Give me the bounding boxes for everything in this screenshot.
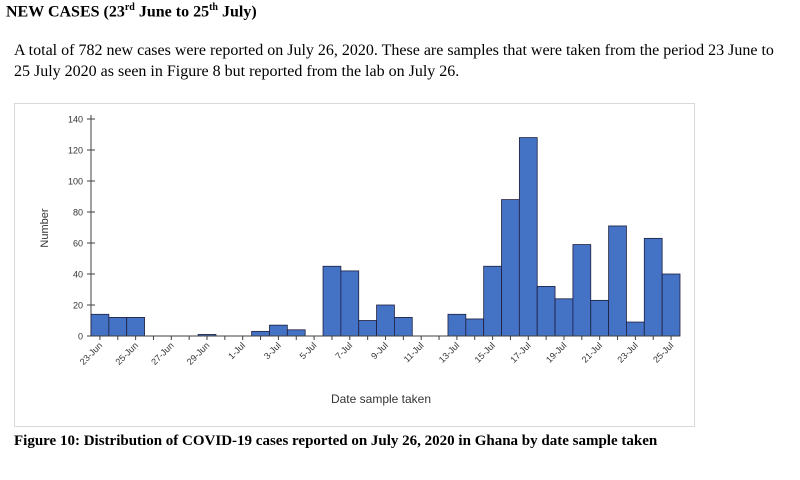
x-tick-label: 25-Jul — [651, 340, 675, 364]
summary-paragraph: A total of 782 new cases were reported o… — [14, 42, 774, 80]
bar-17-Jul — [518, 137, 538, 337]
x-tick-label: 9-Jul — [369, 340, 390, 361]
x-tick-label: 5-Jul — [298, 340, 319, 361]
bar-9-Jul — [376, 304, 395, 337]
chart-svg: 0 20 40 60 80 100 120 140 23-Jun 25-Jun 27-Jun 29-… — [39, 115, 681, 406]
bar-18-Jul — [536, 285, 556, 337]
bar-6-Jul — [322, 265, 342, 337]
bar-chart: 0 20 40 60 80 100 120 140 23-Jun 25-Jun 27-Jun 29-… — [14, 103, 695, 427]
bar-24-Jul — [643, 237, 663, 337]
x-tick-label: 21-Jul — [580, 340, 604, 364]
bar-15-Jul — [483, 265, 502, 337]
x-tick-label: 29-Jun — [185, 340, 212, 367]
bar-25-Jul — [661, 273, 681, 337]
figure-caption: Figure 10: Distribution of COVID-19 case… — [14, 433, 658, 449]
x-tick-label: 27-Jun — [149, 340, 176, 367]
x-tick-label: 13-Jul — [437, 340, 461, 364]
y-tick-label: 120 — [68, 146, 83, 156]
bar-25-Jun — [126, 316, 145, 337]
x-tick-label: 25-Jun — [113, 340, 140, 367]
y-tick-label: 40 — [73, 270, 83, 280]
x-tick-label: 15-Jul — [473, 340, 497, 364]
x-tick-label: 17-Jul — [508, 340, 532, 364]
x-axis-label: Date sample taken — [331, 392, 431, 406]
bar-22-Jul — [608, 225, 627, 337]
bar-14-Jul — [465, 318, 485, 337]
x-tick-label: 3-Jul — [262, 340, 283, 361]
x-tick-label: 11-Jul — [402, 340, 426, 364]
x-tick-label: 23-Jun — [78, 340, 105, 367]
y-tick-label: 140 — [68, 115, 83, 125]
bar-19-Jul — [554, 298, 574, 337]
bars — [90, 137, 681, 337]
bar-4-Jul — [286, 329, 306, 337]
x-tick-label: 19-Jul — [544, 340, 568, 364]
y-tick-label: 0 — [78, 332, 83, 342]
x-axis: 23-Jun 25-Jun 27-Jun 29-Jun 1-Jul 3-Jul 5-Jul 7… — [78, 335, 680, 367]
bar-3-Jul — [269, 324, 288, 337]
bar-23-Jun — [90, 313, 110, 337]
y-tick-label: 100 — [68, 177, 83, 187]
x-tick-label: 23-Jul — [615, 340, 639, 364]
bar-10-Jul — [394, 316, 413, 337]
y-tick-label: 80 — [73, 208, 83, 218]
y-tick-label: 20 — [73, 301, 83, 311]
y-axis: 0 20 40 60 80 100 120 140 — [68, 115, 95, 342]
bar-24-Jun — [108, 316, 128, 337]
bar-7-Jul — [340, 270, 360, 337]
y-axis-label: Number — [39, 208, 51, 247]
bar-16-Jul — [501, 199, 520, 337]
bar-13-Jul — [447, 313, 467, 337]
y-tick-label: 60 — [73, 239, 83, 249]
bar-20-Jul — [572, 244, 592, 337]
bar-21-Jul — [590, 299, 610, 337]
bar-2-Jul — [251, 330, 270, 337]
x-tick-label: 7-Jul — [333, 340, 354, 361]
bar-8-Jul — [358, 320, 377, 337]
bar-23-Jul — [626, 321, 645, 337]
section-heading: NEW CASES (23rd June to 25th July) — [6, 2, 257, 21]
x-tick-label: 1-Jul — [226, 340, 247, 361]
